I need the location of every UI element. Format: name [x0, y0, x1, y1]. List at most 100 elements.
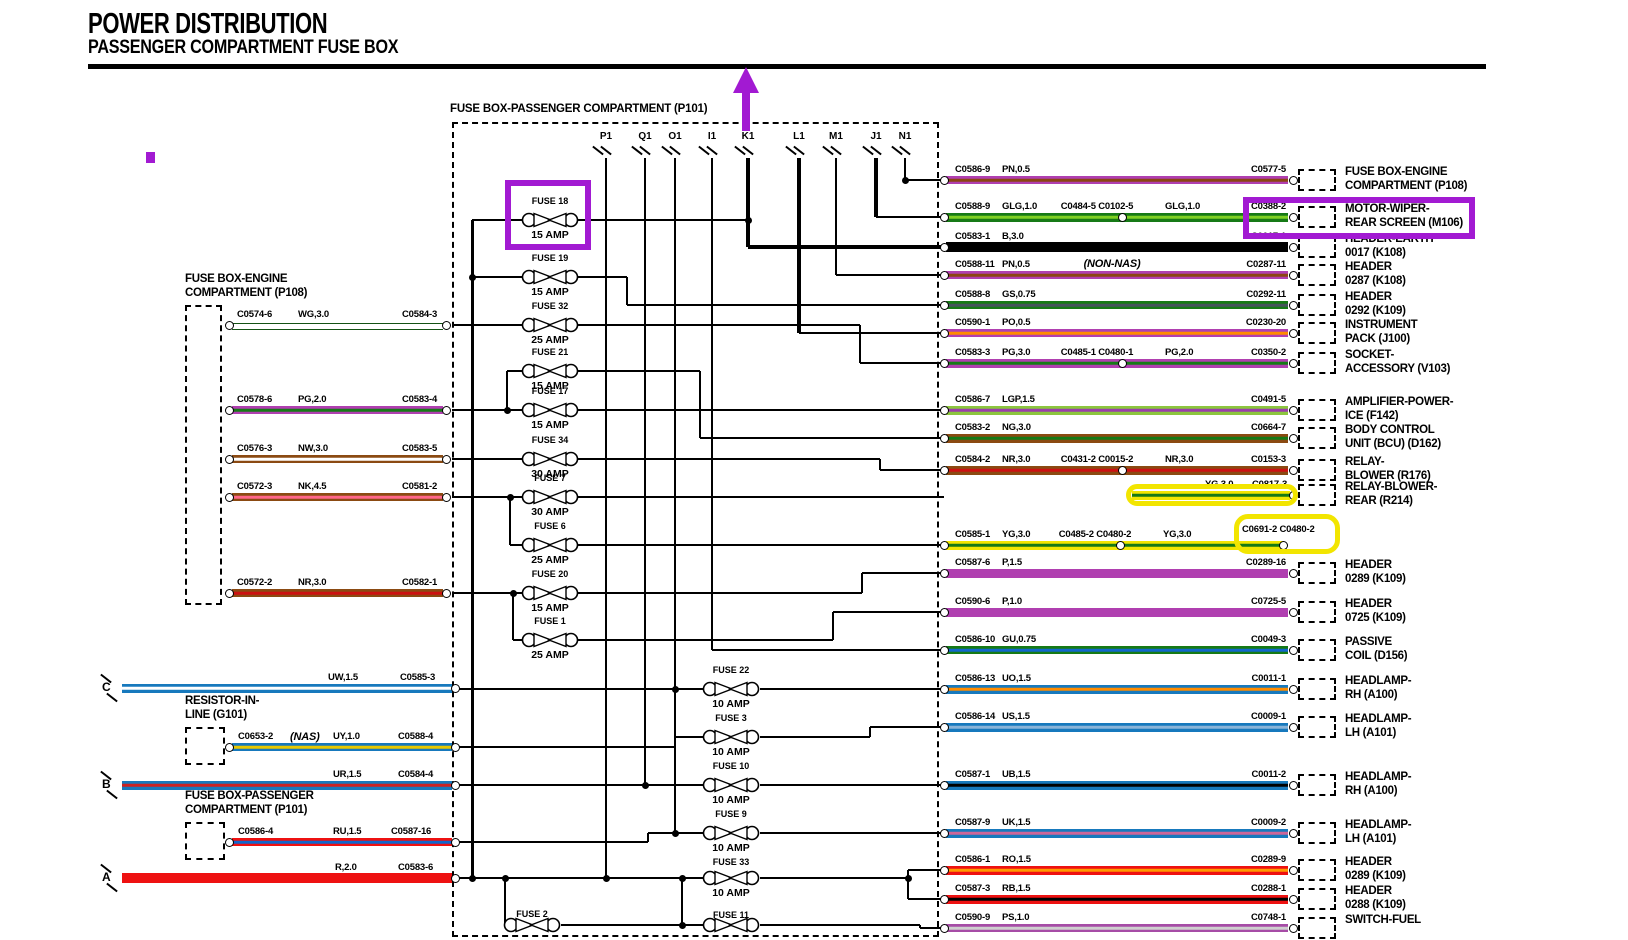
- wire-label: P,1.5: [1002, 557, 1022, 568]
- passenger-fusebox-label: COMPARTMENT (P101): [185, 804, 308, 816]
- wire-label: C0485-1 C0480-1: [1060, 347, 1134, 358]
- wire-label: GLG,1.0: [1165, 201, 1201, 212]
- fuse-icon: [521, 632, 579, 648]
- connector-icon: [939, 242, 949, 252]
- wire-segment: [626, 277, 628, 305]
- junction-dot: [602, 874, 610, 882]
- wire-PO-0-5: [946, 329, 1288, 337]
- wire-label: C0572-2: [237, 577, 273, 588]
- junction-dot: [468, 874, 476, 882]
- inline-connector-icon: [1115, 540, 1125, 550]
- connector-icon: [441, 454, 451, 464]
- component-box: [1298, 822, 1336, 844]
- wire-segment: [834, 158, 838, 275]
- wire-NK-4-5: [232, 493, 443, 501]
- component-label: ACCESSORY (V103): [1345, 363, 1451, 375]
- wire-label: C0584-4: [398, 769, 434, 780]
- wire-segment: [577, 409, 944, 411]
- title-rule: [88, 64, 1486, 69]
- wire-segment: [712, 649, 944, 651]
- component-label: 0289 (K109): [1345, 870, 1406, 882]
- junction-dot: [671, 685, 679, 693]
- wire-label: C0388-2: [1250, 201, 1286, 212]
- wire-segment: [920, 927, 944, 929]
- wire-segment: [577, 219, 748, 221]
- junction-dot: [506, 493, 514, 501]
- fuse-name-label: FUSE 1: [534, 616, 566, 626]
- wire-label: C0287-11: [1246, 259, 1286, 270]
- connector-icon: [939, 923, 949, 933]
- wire-segment: [674, 158, 676, 833]
- fuse-amp-label: 15 AMP: [531, 286, 569, 298]
- fuse-name-label: FUSE 3: [715, 713, 747, 723]
- wire-label: C0587-9: [955, 817, 991, 828]
- wire-stripe: [946, 687, 1288, 691]
- wire-UB-1-5: [946, 780, 1288, 790]
- connector-icon: [939, 405, 949, 415]
- fuse-name-label: FUSE 34: [531, 435, 569, 445]
- component-label: REAR (R214): [1345, 495, 1413, 507]
- wire-stripe: [946, 361, 1288, 365]
- fuse-symbol-fuse-2: [503, 915, 561, 935]
- component-box: [1298, 562, 1336, 584]
- wire-segment: [452, 592, 523, 594]
- wire-segment: [880, 469, 944, 471]
- fuse-name-label: FUSE 17: [531, 386, 569, 396]
- inline-connector-icon: [1117, 212, 1127, 222]
- junction-dot: [468, 273, 476, 281]
- wire-segment: [472, 219, 523, 221]
- wire-label: C0590-9: [955, 912, 991, 923]
- component-connector-icon: [1288, 645, 1298, 655]
- wire-label: C0585-3: [400, 672, 436, 683]
- fuse-symbol-fuse-22: [702, 679, 760, 699]
- wire-label: C0586-10: [955, 634, 996, 645]
- wire-PG-2-0: [232, 406, 443, 414]
- wire-stripe: [232, 840, 452, 844]
- wire-label: C0587-1: [955, 769, 991, 780]
- pin-label-L1: L1: [793, 131, 805, 142]
- fuse-icon: [521, 451, 579, 467]
- wire-US-1-5: [946, 722, 1288, 732]
- wire-segment: [577, 370, 700, 372]
- component-connector-icon: [1288, 722, 1298, 732]
- fuse-icon: [521, 212, 579, 228]
- fuse-amp-label: 30 AMP: [531, 506, 569, 518]
- connector-icon: [450, 683, 460, 693]
- wire-RO-1-5: [946, 865, 1288, 875]
- fuse-name-label: FUSE 10: [712, 761, 750, 771]
- component-box: [1298, 236, 1336, 258]
- fuse-amp-label: 15 AMP: [531, 419, 569, 431]
- wire-segment: [675, 736, 703, 738]
- wire-stripe: [946, 897, 1288, 901]
- fuse-name-label: FUSE 9: [715, 809, 747, 819]
- wire-label: PN,0.5: [1002, 259, 1030, 270]
- wire-label: C0586-1: [955, 854, 991, 865]
- passenger-fusebox-outline: [185, 822, 225, 860]
- component-label: RH (A100): [1345, 785, 1398, 797]
- wire-label: C0153-3: [1250, 454, 1286, 465]
- component-label: SOCKET-: [1345, 349, 1395, 361]
- wire-segment: [832, 612, 834, 640]
- wire-label: C0585-1: [955, 529, 991, 540]
- wire-label: C0289-9: [1250, 854, 1286, 865]
- fuse-amp-label: 10 AMP: [712, 887, 750, 899]
- component-label: HEADER: [1345, 261, 1392, 273]
- wire-stripe: [946, 868, 1288, 872]
- wire-label: PG,2.0: [298, 394, 327, 405]
- inline-connector-icon: [1117, 358, 1127, 368]
- wire-label: C0350-2: [1250, 347, 1286, 358]
- component-label: UNIT (BCU) (D162): [1345, 438, 1441, 450]
- wire-segment: [644, 158, 646, 785]
- junction-dot: [904, 874, 912, 882]
- fuse-symbol-fuse-7: [521, 487, 579, 507]
- wire-label: C0582-1: [402, 577, 438, 588]
- pin-label-M1: M1: [829, 131, 843, 142]
- wire-label: PO,0.5: [1002, 317, 1031, 328]
- fuse-symbol-fuse-20: [521, 583, 579, 603]
- connector-icon: [939, 300, 949, 310]
- wire-label: C0011-2: [1251, 769, 1286, 780]
- component-box: [1298, 917, 1336, 939]
- junction-dot: [501, 874, 509, 882]
- wire-label: UR,1.5: [333, 769, 362, 780]
- offpage-break-icon: [106, 692, 118, 703]
